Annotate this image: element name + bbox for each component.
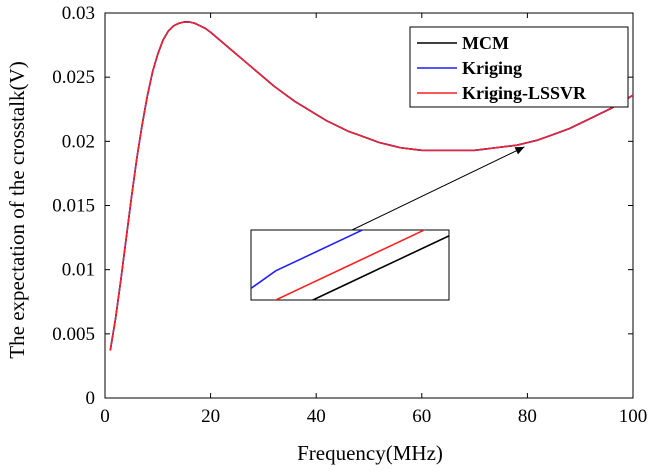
y-tick-label: 0.015 (52, 196, 95, 217)
x-tick-label: 100 (619, 406, 648, 427)
y-axis-label: The expectation of the crosstalk(V) (5, 61, 29, 358)
annotation-arrow-line (351, 146, 525, 231)
x-axis-label: Frequency(MHz) (297, 441, 443, 465)
legend: MCM Kriging Kriging-LSSVR (409, 26, 629, 108)
x-tick-label: 40 (307, 406, 326, 427)
y-tick-label: 0.02 (62, 131, 95, 152)
y-tick-label: 0.005 (52, 324, 95, 345)
y-tick-label: 0 (86, 388, 96, 409)
legend-label: Kriging (462, 58, 522, 78)
y-tick-label: 0.01 (62, 260, 95, 281)
y-axis: 0 0.005 0.01 0.015 0.02 0.025 0.03 (52, 3, 633, 409)
zoom-annotation (250, 146, 525, 301)
y-tick-label: 0.025 (52, 67, 95, 88)
x-tick-label: 60 (412, 406, 431, 427)
x-tick-label: 80 (518, 406, 537, 427)
y-tick-label: 0.03 (62, 3, 95, 24)
x-tick-label: 0 (100, 406, 110, 427)
inset-line-kriging-lssvr (273, 230, 427, 300)
x-axis: 0 20 40 60 80 100 (100, 13, 647, 427)
legend-label: MCM (462, 33, 509, 53)
inset-line-mcm (310, 235, 449, 300)
inset-line-kriging (251, 230, 365, 289)
series-line-kriging-lssvr (109, 21, 634, 351)
legend-label: Kriging-LSSVR (462, 83, 587, 103)
annotation-arrow-head (514, 146, 525, 155)
series-layer (109, 21, 634, 351)
x-tick-label: 20 (201, 406, 220, 427)
